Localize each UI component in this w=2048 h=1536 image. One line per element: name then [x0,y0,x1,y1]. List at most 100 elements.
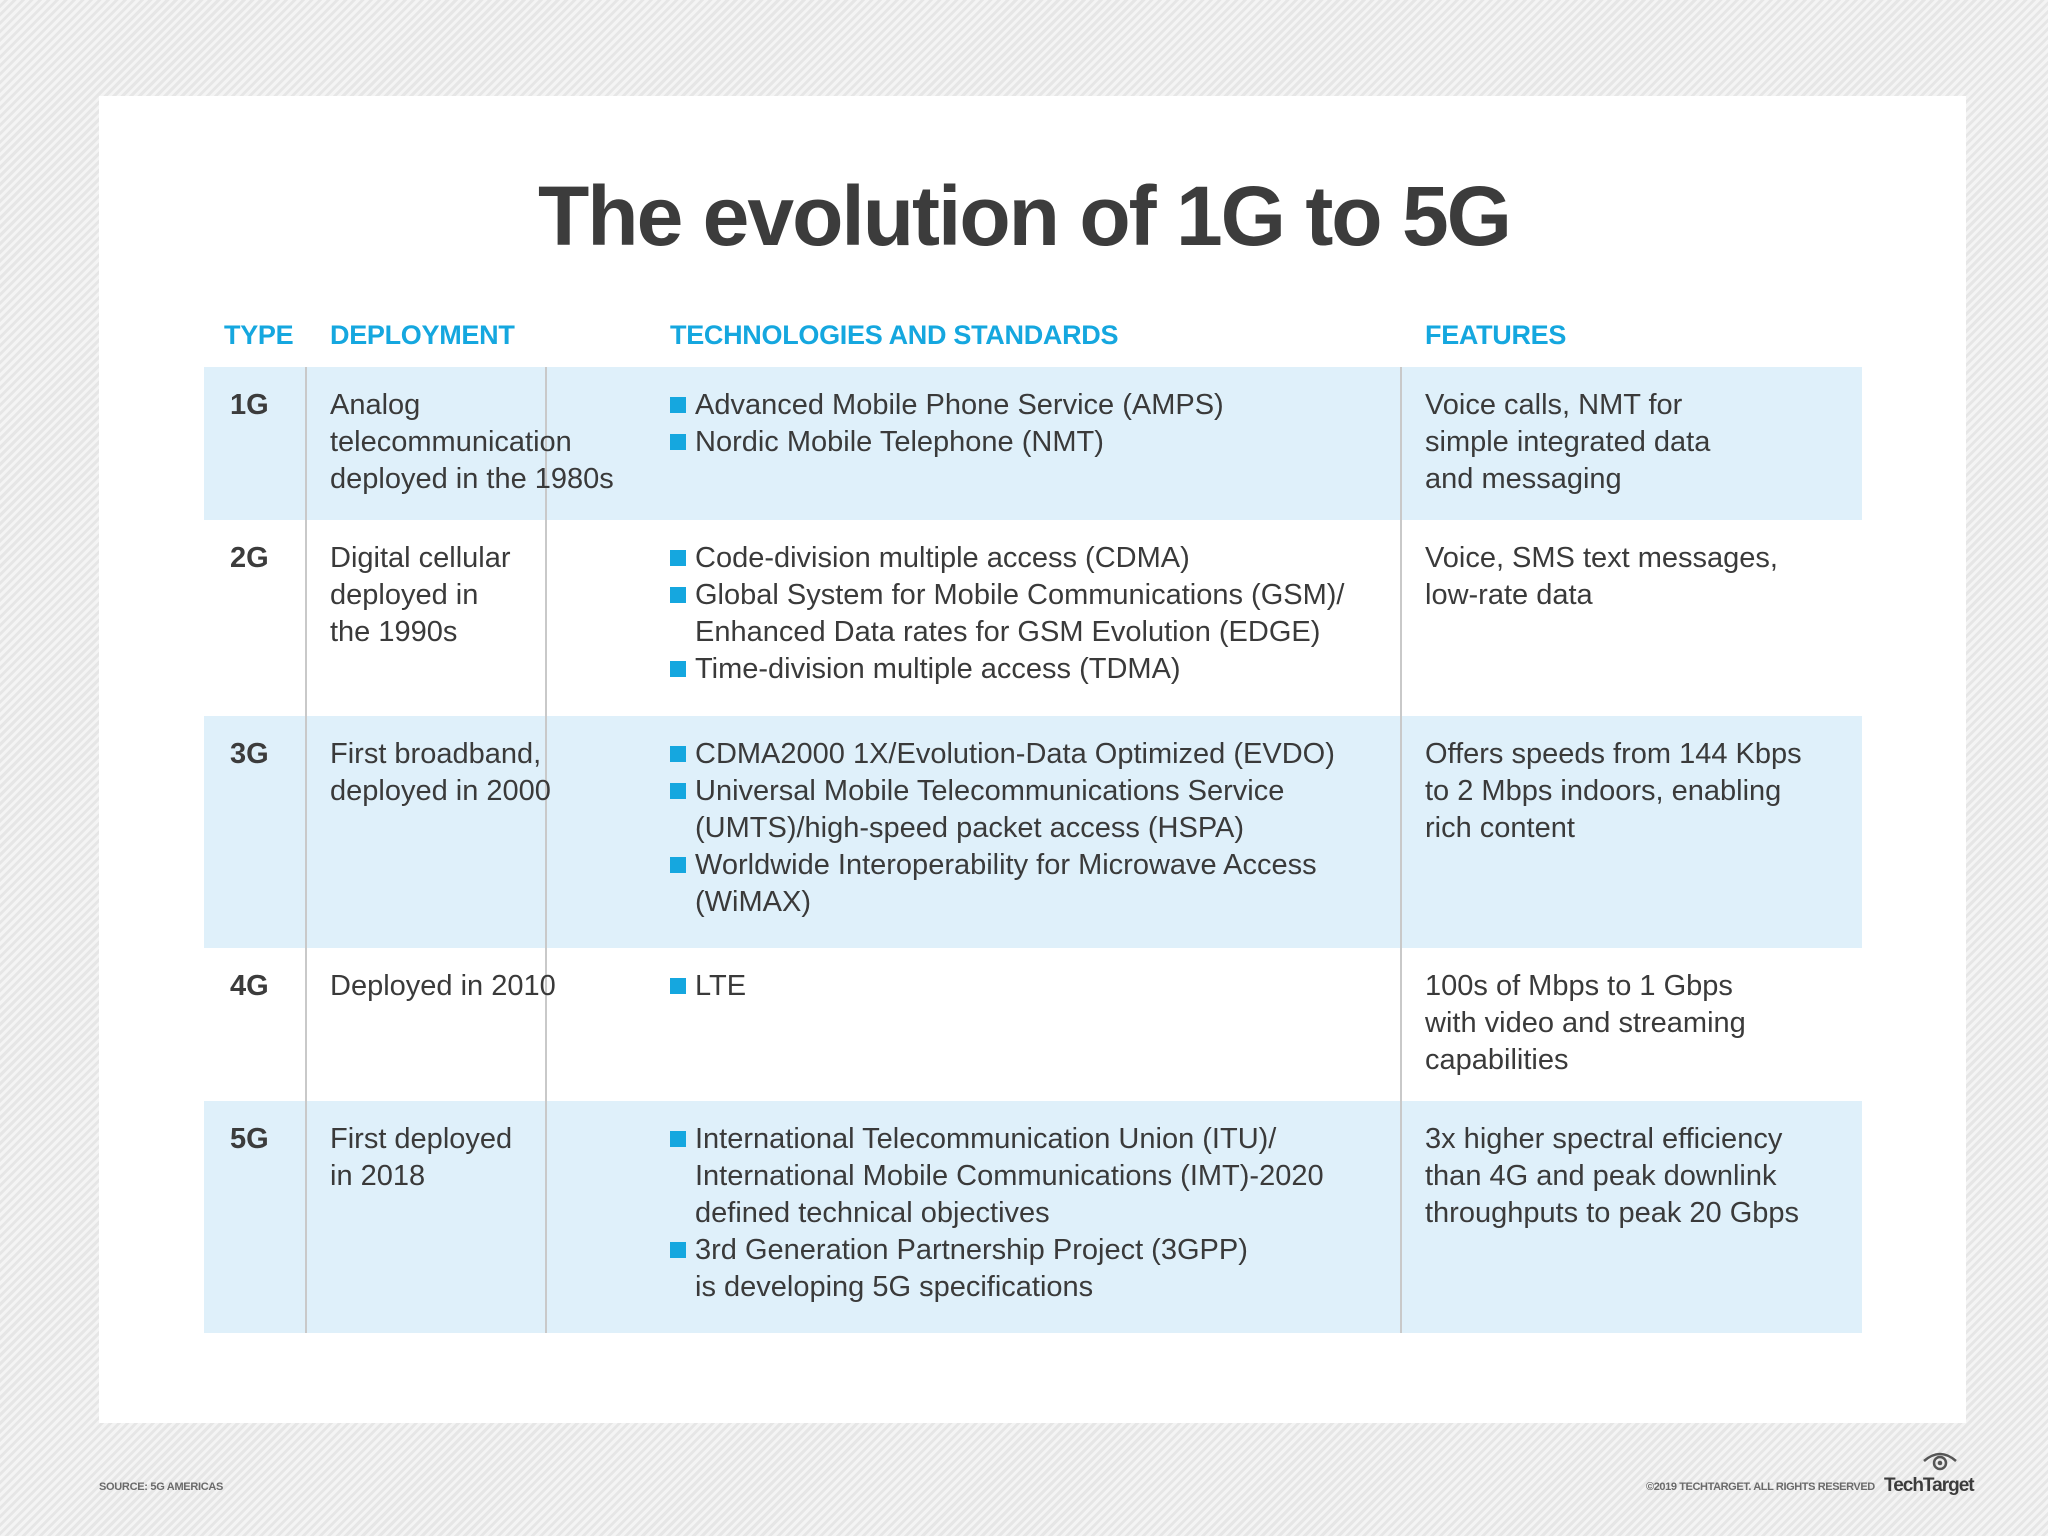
column-divider [305,716,307,948]
deployment-cell: Deployed in 2010 [330,968,630,1005]
features-cell: 3x higher spectral efficiency than 4G and… [1425,1121,1845,1232]
type-cell: 1G [230,387,269,424]
technologies-list: Advanced Mobile Phone Service (AMPS) Nord… [670,387,1390,461]
technology-item: CDMA2000 1X/Evolution-Data Optimized (EV… [670,736,1390,773]
technology-item: Code-division multiple access (CDMA) [670,540,1390,577]
technology-line: Code-division multiple access (CDMA) [695,540,1390,577]
deployment-line: Analog [330,387,630,424]
technology-line: (WiMAX) [695,884,1390,921]
technology-line: Global System for Mobile Communications … [695,577,1390,614]
technologies-list: CDMA2000 1X/Evolution-Data Optimized (EV… [670,736,1390,921]
features-cell: 100s of Mbps to 1 Gbps with video and str… [1425,968,1845,1079]
technology-item: International Telecommunication Union (I… [670,1121,1390,1232]
deployment-line: Digital cellular [330,540,630,577]
technology-line: defined technical objectives [695,1195,1390,1232]
technology-item: Advanced Mobile Phone Service (AMPS) [670,387,1390,424]
features-cell: Voice calls, NMT for simple integrated da… [1425,387,1845,498]
deployment-cell: First broadband, deployed in 2000 [330,736,630,810]
technologies-cell: Advanced Mobile Phone Service (AMPS) Nord… [670,387,1390,461]
table-row-2g: 2G Digital cellular deployed in the 1990s Co… [204,520,1862,716]
features-line: low-rate data [1425,577,1845,614]
features-line: to 2 Mbps indoors, enabling [1425,773,1845,810]
technology-item: Worldwide Interoperability for Microwave… [670,847,1390,921]
features-line: with video and streaming [1425,1005,1845,1042]
deployment-line: First deployed [330,1121,630,1158]
features-line: capabilities [1425,1042,1845,1079]
techtarget-logo: TechTarget [1884,1450,1968,1500]
technology-line: Time-division multiple access (TDMA) [695,651,1390,688]
type-cell: 3G [230,736,269,773]
column-header-type: TYPE [224,318,293,352]
logo-text: TechTarget [1884,1475,1974,1497]
column-divider [305,520,307,716]
deployment-line: deployed in 2000 [330,773,630,810]
deployment-line: the 1990s [330,614,630,651]
type-cell: 5G [230,1121,269,1158]
technologies-list: Code-division multiple access (CDMA) Glob… [670,540,1390,688]
technology-line: Nordic Mobile Telephone (NMT) [695,424,1390,461]
technologies-cell: Code-division multiple access (CDMA) Glob… [670,540,1390,688]
features-line: throughputs to peak 20 Gbps [1425,1195,1845,1232]
deployment-line: First broadband, [330,736,630,773]
source-note: SOURCE: 5G AMERICAS [99,1481,223,1493]
table-row-3g: 3G First broadband, deployed in 2000 CDMA20… [204,716,1862,948]
deployment-line: telecommunication [330,424,630,461]
technologies-list: LTE [670,968,1390,1005]
page-title: The evolution of 1G to 5G [0,166,2048,266]
technology-line: International Telecommunication Union (I… [695,1121,1390,1158]
deployment-cell: First deployed in 2018 [330,1121,630,1195]
technology-item: Global System for Mobile Communications … [670,577,1390,651]
technology-item: Nordic Mobile Telephone (NMT) [670,424,1390,461]
column-divider [1400,520,1402,716]
copyright-note: ©2019 TECHTARGET. ALL RIGHTS RESERVED [1646,1481,1875,1493]
features-line: simple integrated data [1425,424,1845,461]
table-row-1g: 1G Analog telecommunication deployed in the… [204,367,1862,520]
table-row-4g: 4G Deployed in 2010 LTE 100s of Mbps to 1 G… [204,948,1862,1101]
type-cell: 2G [230,540,269,577]
column-divider [305,367,307,520]
column-divider [1400,716,1402,948]
technologies-cell: LTE [670,968,1390,1005]
column-divider [1400,948,1402,1101]
technology-line: 3rd Generation Partnership Project (3GPP… [695,1232,1390,1269]
features-line: Voice, SMS text messages, [1425,540,1845,577]
deployment-line: deployed in [330,577,630,614]
technology-item: LTE [670,968,1390,1005]
features-cell: Voice, SMS text messages, low-rate data [1425,540,1845,614]
deployment-line: deployed in the 1980s [330,461,630,498]
technology-line: is developing 5G specifications [695,1269,1390,1306]
technologies-cell: International Telecommunication Union (I… [670,1121,1390,1306]
technology-line: International Mobile Communications (IMT… [695,1158,1390,1195]
features-line: 3x higher spectral efficiency [1425,1121,1845,1158]
features-line: Offers speeds from 144 Kbps [1425,736,1845,773]
type-cell: 4G [230,968,269,1005]
technology-line: Advanced Mobile Phone Service (AMPS) [695,387,1390,424]
technologies-list: International Telecommunication Union (I… [670,1121,1390,1306]
features-cell: Offers speeds from 144 Kbps to 2 Mbps ind… [1425,736,1845,847]
technology-line: Worldwide Interoperability for Microwave… [695,847,1390,884]
deployment-cell: Digital cellular deployed in the 1990s [330,540,630,651]
column-header-features: FEATURES [1425,318,1566,352]
technology-line: LTE [695,968,1390,1005]
features-line: and messaging [1425,461,1845,498]
table-row-5g: 5G First deployed in 2018 International Tel… [204,1101,1862,1333]
deployment-line: in 2018 [330,1158,630,1195]
features-line: Voice calls, NMT for [1425,387,1845,424]
column-divider [1400,367,1402,520]
technology-line: Enhanced Data rates for GSM Evolution (E… [695,614,1390,651]
column-divider [1400,1101,1402,1333]
technology-line: CDMA2000 1X/Evolution-Data Optimized (EV… [695,736,1390,773]
technology-item: 3rd Generation Partnership Project (3GPP… [670,1232,1390,1306]
technology-item: Time-division multiple access (TDMA) [670,651,1390,688]
column-divider [305,948,307,1101]
column-divider [305,1101,307,1333]
features-line: than 4G and peak downlink [1425,1158,1845,1195]
technology-item: Universal Mobile Telecommunications Serv… [670,773,1390,847]
eye-icon [1922,1450,1958,1472]
technologies-cell: CDMA2000 1X/Evolution-Data Optimized (EV… [670,736,1390,921]
features-line: 100s of Mbps to 1 Gbps [1425,968,1845,1005]
technology-line: (UMTS)/high-speed packet access (HSPA) [695,810,1390,847]
column-header-deployment: DEPLOYMENT [330,318,515,352]
features-line: rich content [1425,810,1845,847]
deployment-cell: Analog telecommunication deployed in the 1… [330,387,630,498]
